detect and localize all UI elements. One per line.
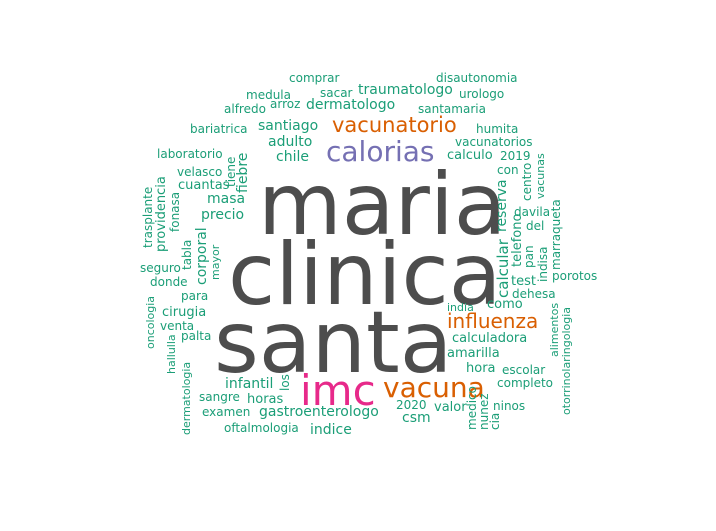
word-gastroenterologo: gastroenterologo [259,404,379,420]
word-cloud-area: maria clinica santa imc vacuna calorias vacuna… [0,72,716,435]
word-escolar: escolar [502,363,546,377]
word-chile: chile [276,149,309,165]
word-alimentos: alimentos [548,302,561,357]
word-del: del [526,219,545,233]
word-maria: maria [258,155,507,255]
word-vacuna: vacuna [383,371,485,404]
word-calcular: calcular [494,239,512,298]
word-mayor: mayor [209,244,222,280]
word-calculo: calculo [447,148,493,163]
word-medula: medula [246,88,291,102]
word-amarilla: amarilla [447,346,500,361]
word-dermatologia: dermatologia [180,361,193,435]
word-providencia: providencia [154,176,169,252]
word-porotos: porotos [552,269,598,283]
word-comprar: comprar [289,72,340,85]
word-urologo: urologo [459,87,505,101]
word-palta: palta [181,329,212,343]
word-santa: santa [214,293,453,393]
word-fonasa: fonasa [168,191,182,232]
word-davila: davila [514,205,551,219]
word-influenza: influenza [447,309,539,333]
word-infantil: infantil [225,376,274,392]
word-fiebre: fiebre [235,152,251,193]
word-con: con [497,163,519,177]
word-indisa: indisa [536,246,550,283]
word-marraqueta: marraqueta [549,199,563,270]
word-para: para [181,289,209,303]
word-vacunatorios: vacunatorios [455,135,533,149]
word-trasplante: trasplante [141,186,155,248]
word-seguro: seguro [140,261,181,275]
word-2020: 2020 [396,398,427,412]
word-precio: precio [201,207,245,223]
word-oftalmologia: oftalmologia [224,421,299,435]
word-vacunas: vacunas [534,153,547,199]
word-donde: donde [150,275,188,289]
word-dermatologo: dermatologo [306,97,396,113]
word-arroz: arroz [270,97,301,111]
word-horas: horas [247,392,284,407]
word-santiago: santiago [258,118,319,134]
word-calculadora: calculadora [452,331,528,346]
word-indice: indice [310,422,352,435]
word-otorrinolaringologia: otorrinolaringologia [560,306,573,415]
word-dehesa: dehesa [512,287,556,301]
word-test: test [511,274,536,289]
word-disautonomia: disautonomia [436,72,518,85]
word-2019: 2019 [500,149,531,163]
word-csm: csm [402,410,431,426]
word-valor: valor [434,400,467,415]
word-examen: examen [202,405,251,419]
word-completo: completo [497,376,554,390]
word-calorias: calorias [326,135,435,168]
word-cirugia: cirugia [162,305,207,320]
word-hora: hora [466,361,496,376]
word-sacar: sacar [320,86,353,100]
word-clinica: clinica [228,225,502,325]
word-santamaria: santamaria [418,102,486,116]
word-imc: imc [300,366,376,415]
word-india: india [447,301,474,314]
word-hallulla: hallulla [165,334,178,374]
word-oncologia: oncologia [144,295,157,349]
word-bariatrica: bariatrica [190,122,248,136]
word-adulto: adulto [268,134,313,150]
word-sangre: sangre [199,390,240,404]
word-cia: cia [488,412,502,430]
word-venta: venta [160,319,195,333]
word-masa: masa [207,191,246,207]
word-pan: pan [522,245,536,268]
word-traumatologo: traumatologo [358,82,453,98]
word-ninos: ninos [493,399,526,413]
word-velasco: velasco [177,165,223,179]
word-como: como [487,297,523,312]
word-tabla: tabla [180,239,194,270]
word-cuantas: cuantas [178,178,230,193]
word-vacunatorio: vacunatorio [332,113,457,137]
word-centro: centro [520,162,534,201]
word-reserva: reserva [494,179,510,232]
word-laboratorio: laboratorio [157,147,223,161]
word-los: los [278,374,292,391]
word-humita: humita [476,122,519,136]
word-alfredo: alfredo [224,102,266,116]
word-corporal: corporal [194,227,210,285]
